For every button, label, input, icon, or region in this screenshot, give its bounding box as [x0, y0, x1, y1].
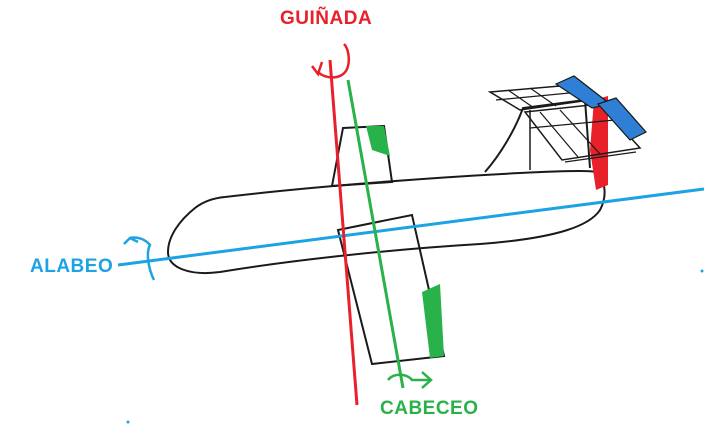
pitch-arrow [387, 373, 430, 382]
horizontal-stabilizer-lower [523, 103, 642, 161]
rudder [590, 96, 608, 190]
aileron-upper [366, 126, 390, 156]
yaw-arrow [317, 43, 351, 79]
dot [126, 420, 130, 424]
fuselage [166, 169, 606, 274]
roll-label: ALABEO [30, 256, 114, 277]
pitch-axis [346, 79, 405, 389]
vertical-tail [484, 98, 591, 173]
yaw-label: GUIÑADA [280, 8, 373, 29]
yaw-axis [328, 59, 359, 406]
pitch-label: CABECEO [380, 398, 479, 419]
elevator-lower [596, 97, 647, 141]
roll-axis [117, 187, 705, 267]
aileron-lower [422, 284, 444, 358]
yaw-arrow-head [311, 61, 324, 77]
roll-arrow-head [123, 236, 139, 245]
dot [700, 269, 704, 273]
pitch-arrow-head [421, 371, 433, 389]
roll-arrow [129, 236, 156, 281]
